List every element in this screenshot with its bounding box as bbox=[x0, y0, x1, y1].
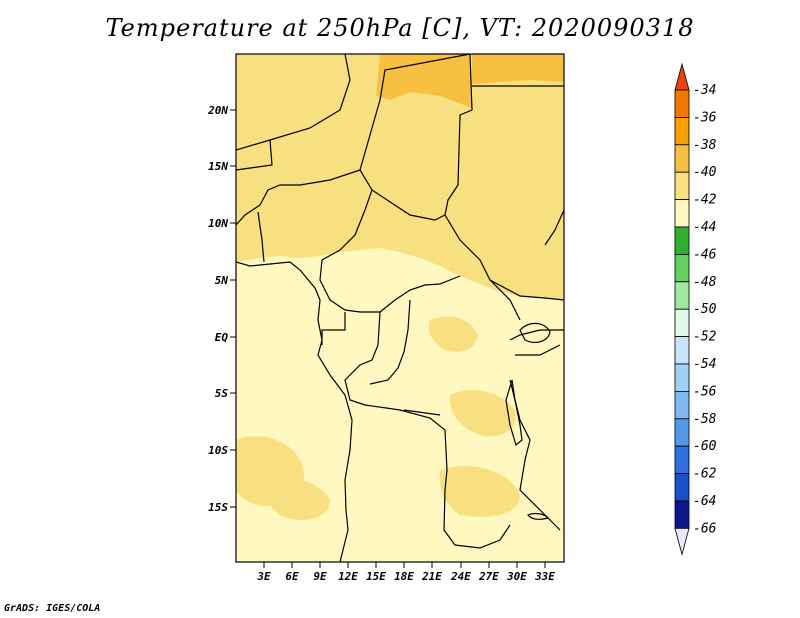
colorbar-label: -66 bbox=[693, 521, 717, 536]
colorbar-box bbox=[674, 253, 690, 283]
lakes bbox=[505, 322, 551, 520]
colorbar-box bbox=[674, 308, 690, 338]
colorbar-box bbox=[674, 199, 690, 228]
colorbar-box bbox=[674, 144, 690, 173]
colorbar-label: -46 bbox=[693, 247, 717, 262]
colorbar-label: -40 bbox=[693, 165, 717, 180]
colorbar: -34 -36 -38 -40 -42 -44 -46 -48 -50 -52 -54 -56 -58 -… bbox=[674, 62, 717, 556]
lat-axis: 20N 15N 10N 5N EQ 5S 10S 15S bbox=[207, 104, 236, 514]
colorbar-box bbox=[674, 117, 690, 146]
colorbar-label: -34 bbox=[693, 83, 716, 98]
lon-tick-label: 18E bbox=[394, 570, 414, 583]
colorbar-label: -36 bbox=[693, 110, 717, 125]
lon-tick-label: 24E bbox=[450, 570, 471, 583]
lon-axis: 3E 6E 9E 12E 15E 18E 21E 24E 27E 30E 33E bbox=[256, 562, 555, 583]
colorbar-label: -54 bbox=[693, 357, 716, 372]
field-patch-e bbox=[449, 390, 516, 437]
colorbar-box bbox=[674, 336, 690, 365]
colorbar-label: -48 bbox=[693, 275, 717, 290]
colorbar-label: -52 bbox=[693, 330, 717, 345]
lon-tick-label: 3E bbox=[256, 570, 271, 583]
colorbar-label: -50 bbox=[693, 302, 717, 317]
lon-tick-label: 33E bbox=[534, 570, 555, 583]
colorbar-bottom-arrow bbox=[674, 528, 690, 556]
lat-tick-label: 10S bbox=[208, 444, 228, 457]
lat-tick-label: 5S bbox=[215, 387, 229, 400]
colorbar-box bbox=[674, 390, 690, 420]
footer-credit: GrADS: IGES/COLA bbox=[4, 603, 101, 614]
lat-tick-label: 15S bbox=[208, 501, 228, 514]
lat-tick-label: 15N bbox=[208, 160, 228, 173]
colorbar-label: -56 bbox=[693, 384, 717, 399]
colorbar-box bbox=[674, 171, 690, 200]
lat-tick-label: 5N bbox=[215, 274, 229, 287]
field-band-40-38-ne bbox=[472, 54, 564, 84]
lat-tick-label: 10N bbox=[208, 217, 228, 230]
colorbar-box bbox=[674, 473, 690, 502]
colorbar-label: -38 bbox=[693, 138, 717, 153]
colorbar-box bbox=[674, 89, 690, 118]
colorbar-label: -58 bbox=[693, 412, 717, 427]
temperature-field bbox=[236, 54, 564, 562]
field-band-42-40 bbox=[236, 54, 564, 300]
colorbar-label: -62 bbox=[693, 467, 717, 482]
colorbar-box bbox=[674, 445, 690, 475]
colorbar-label: -64 bbox=[693, 494, 716, 509]
field-patch-sw2 bbox=[262, 476, 330, 520]
colorbar-box bbox=[674, 226, 690, 255]
colorbar-label: -42 bbox=[693, 193, 717, 208]
map-frame bbox=[235, 53, 565, 563]
lon-tick-label: 21E bbox=[421, 570, 442, 583]
field-patch-se bbox=[439, 466, 520, 517]
colorbar-top-arrow bbox=[674, 62, 690, 91]
chart-title: Temperature at 250hPa [C], VT: 202009031… bbox=[105, 14, 695, 42]
lon-tick-label: 6E bbox=[285, 570, 299, 583]
country-borders bbox=[236, 54, 564, 562]
lat-tick-label: EQ bbox=[215, 331, 229, 344]
colorbar-box bbox=[674, 363, 690, 392]
lat-tick-label: 20N bbox=[207, 104, 228, 117]
lon-tick-label: 15E bbox=[366, 570, 386, 583]
lon-tick-label: 30E bbox=[506, 570, 527, 583]
colorbar-label: -60 bbox=[693, 439, 717, 454]
lon-tick-label: 27E bbox=[478, 570, 499, 583]
lon-tick-label: 12E bbox=[338, 570, 358, 583]
colorbar-label: -44 bbox=[693, 220, 716, 235]
lon-tick-label: 9E bbox=[313, 570, 327, 583]
field-patch-c bbox=[428, 316, 478, 352]
colorbar-box bbox=[674, 500, 690, 529]
colorbar-box bbox=[674, 281, 690, 310]
colorbar-box bbox=[674, 418, 690, 447]
